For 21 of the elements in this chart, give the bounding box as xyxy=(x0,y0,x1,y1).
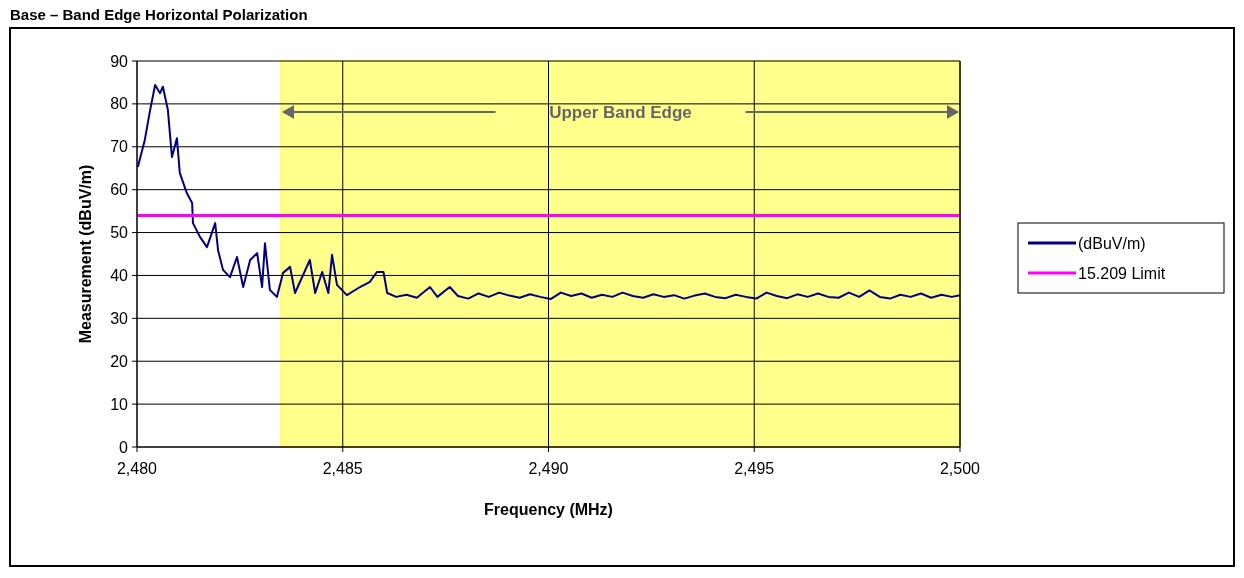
x-tick-label: 2,480 xyxy=(116,460,158,477)
y-axis-title: Measurement (dBuV/m) xyxy=(77,164,94,344)
y-tick-label: 50 xyxy=(110,224,129,242)
y-tick-label: 80 xyxy=(110,95,129,113)
y-tick-label: 40 xyxy=(110,267,129,285)
y-tick-label: 30 xyxy=(110,309,129,327)
band-label: Upper Band Edge xyxy=(549,102,692,122)
x-tick-label: 2,500 xyxy=(939,460,981,477)
x-tick-label: 2,495 xyxy=(734,460,775,477)
y-tick-label: 20 xyxy=(110,352,129,370)
y-tick-label: 0 xyxy=(119,438,129,456)
x-tick-label: 2,490 xyxy=(528,460,569,477)
y-tick-label: 70 xyxy=(110,138,129,156)
y-tick-label: 60 xyxy=(110,181,129,199)
y-tick-label: 10 xyxy=(110,395,129,413)
x-tick-label: 2,485 xyxy=(322,460,363,477)
legend-label: 15.209 Limit xyxy=(1078,264,1166,282)
x-axis-title: Frequency (MHz) xyxy=(484,501,613,518)
chart-title: Base – Band Edge Horizontal Polarization xyxy=(10,6,308,23)
legend-label: (dBuV/m) xyxy=(1078,234,1146,252)
y-tick-label: 90 xyxy=(110,52,129,70)
